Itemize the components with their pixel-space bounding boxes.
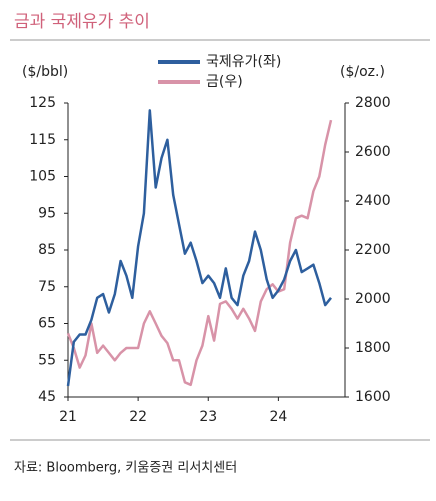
x-tick-label: 23 [199, 409, 217, 425]
y-tick-label: 55 [38, 352, 56, 368]
y2-tick-label: 2200 [355, 242, 391, 258]
x-tick-label: 21 [59, 409, 77, 425]
y-tick-label: 75 [38, 279, 56, 295]
y-tick-label: 105 [29, 169, 56, 185]
legend-label: 금(우) [206, 74, 243, 90]
y2-tick-label: 2000 [355, 291, 391, 307]
y2-tick-label: 1600 [355, 389, 391, 405]
y2-axis-label: ($/oz.) [340, 64, 385, 80]
y2-tick-label: 1800 [355, 340, 391, 356]
x-tick-label: 24 [269, 409, 287, 425]
y-tick-label: 115 [29, 132, 56, 148]
y2-tick-label: 2800 [355, 95, 391, 111]
chart-title: 금과 국제유가 추이 [14, 12, 150, 32]
y2-tick-label: 2400 [355, 193, 391, 209]
series-line [66, 109, 332, 387]
legend-label: 국제유가(좌) [206, 54, 281, 70]
x-tick-label: 22 [129, 409, 147, 425]
y-tick-label: 125 [29, 95, 56, 111]
y-tick-label: 95 [38, 205, 56, 221]
y2-tick-label: 2600 [355, 144, 391, 160]
source: 자료: Bloomberg, 키움증권 리서치센터 [14, 461, 237, 476]
y-tick-label: 45 [38, 389, 56, 405]
y-tick-label: 65 [38, 316, 56, 332]
y-axis-label: ($/bbl) [22, 64, 68, 80]
y-tick-label: 85 [38, 242, 56, 258]
series-line [66, 119, 333, 387]
